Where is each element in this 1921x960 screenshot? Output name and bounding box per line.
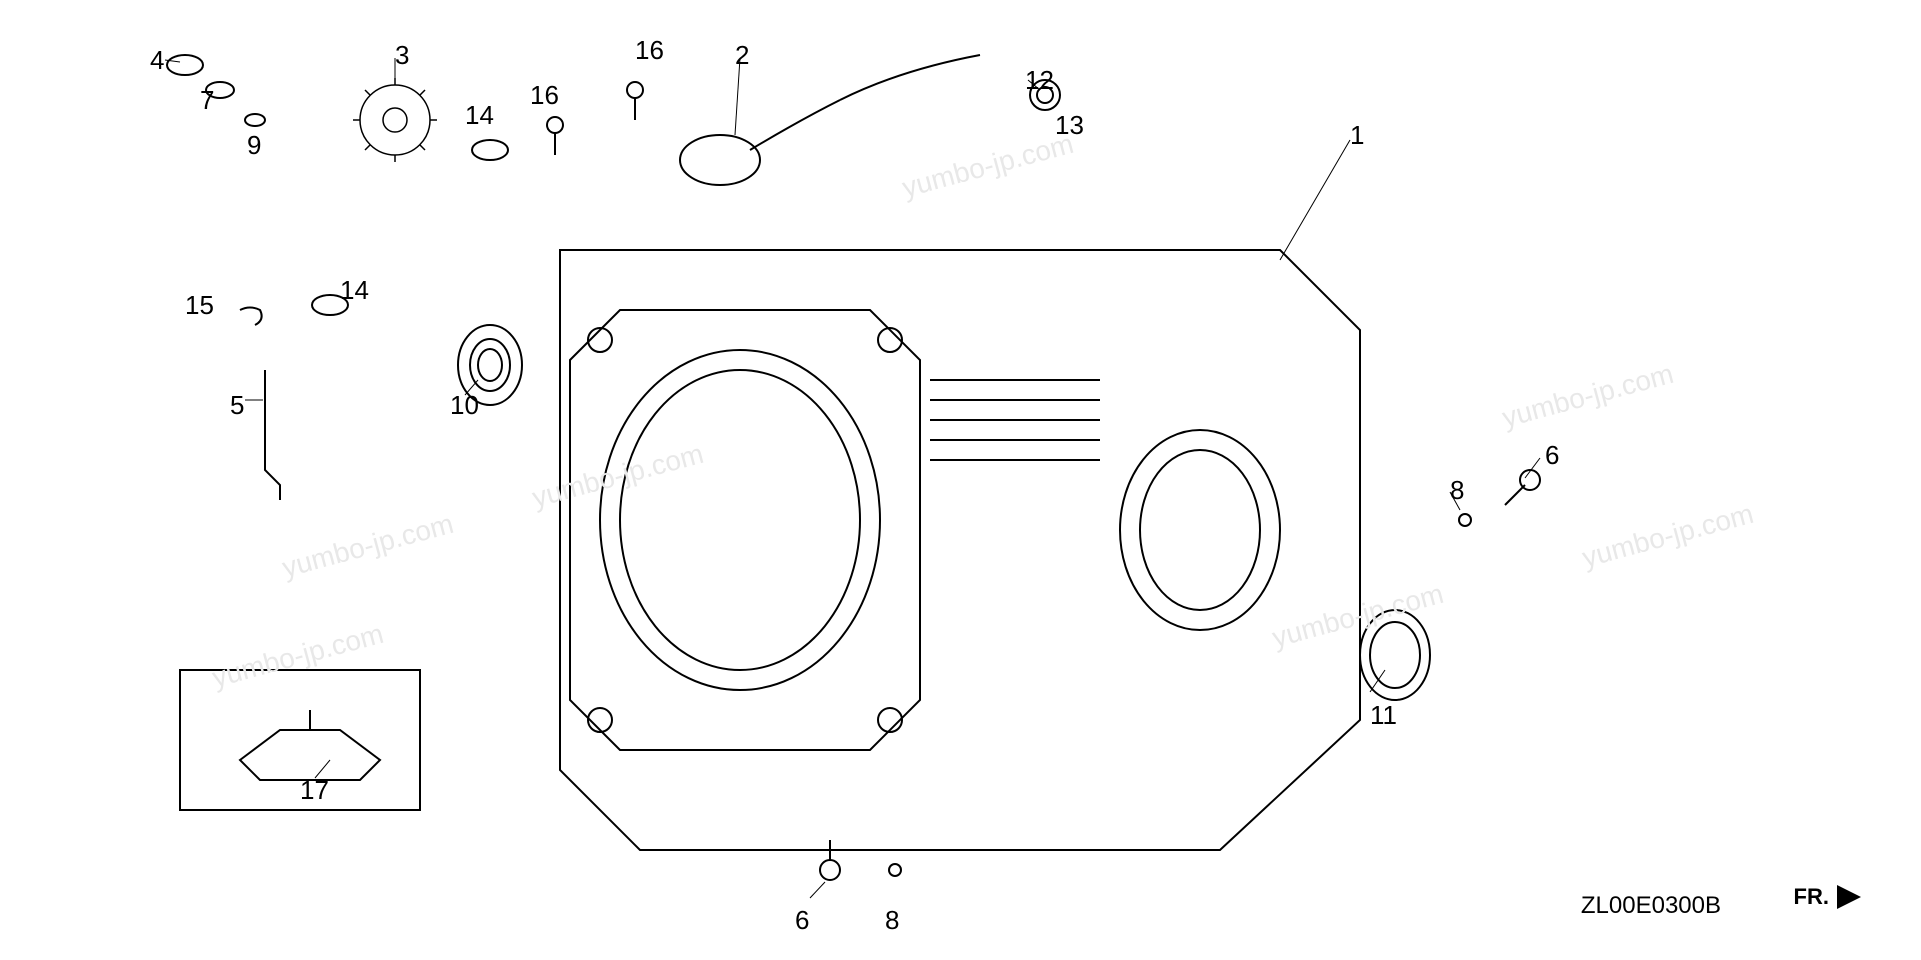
part-number-16[interactable]: 16	[635, 35, 664, 66]
part-number-2[interactable]: 2	[735, 40, 749, 71]
fr-arrow-icon	[1837, 885, 1861, 909]
part-number-14[interactable]: 14	[465, 100, 494, 131]
parts-diagram-svg	[0, 0, 1921, 960]
diagram-code: ZL00E0300B	[1581, 892, 1721, 920]
part-number-7[interactable]: 7	[200, 85, 214, 116]
part-number-5[interactable]: 5	[230, 390, 244, 421]
part-number-15[interactable]: 15	[185, 290, 214, 321]
part-number-11[interactable]: 11	[1370, 700, 1397, 731]
part-number-16[interactable]: 16	[530, 80, 559, 111]
fr-label: FR.	[1794, 884, 1829, 910]
diagram-container: yumbo-jp.com yumbo-jp.com yumbo-jp.com y…	[0, 0, 1921, 960]
part-number-8[interactable]: 8	[885, 905, 899, 936]
part-number-6[interactable]: 6	[1545, 440, 1559, 471]
part-number-1[interactable]: 1	[1350, 120, 1364, 151]
part-number-10[interactable]: 10	[450, 390, 479, 421]
fr-indicator: FR.	[1794, 884, 1861, 910]
part-number-13[interactable]: 13	[1055, 110, 1084, 141]
part-number-6[interactable]: 6	[795, 905, 809, 936]
part-number-17[interactable]: 17	[300, 775, 329, 806]
part-number-8[interactable]: 8	[1450, 475, 1464, 506]
part-number-12[interactable]: 12	[1025, 65, 1054, 96]
part-number-9[interactable]: 9	[247, 130, 261, 161]
part-number-14[interactable]: 14	[340, 275, 369, 306]
part-number-4[interactable]: 4	[150, 45, 164, 76]
part-number-3[interactable]: 3	[395, 40, 409, 71]
